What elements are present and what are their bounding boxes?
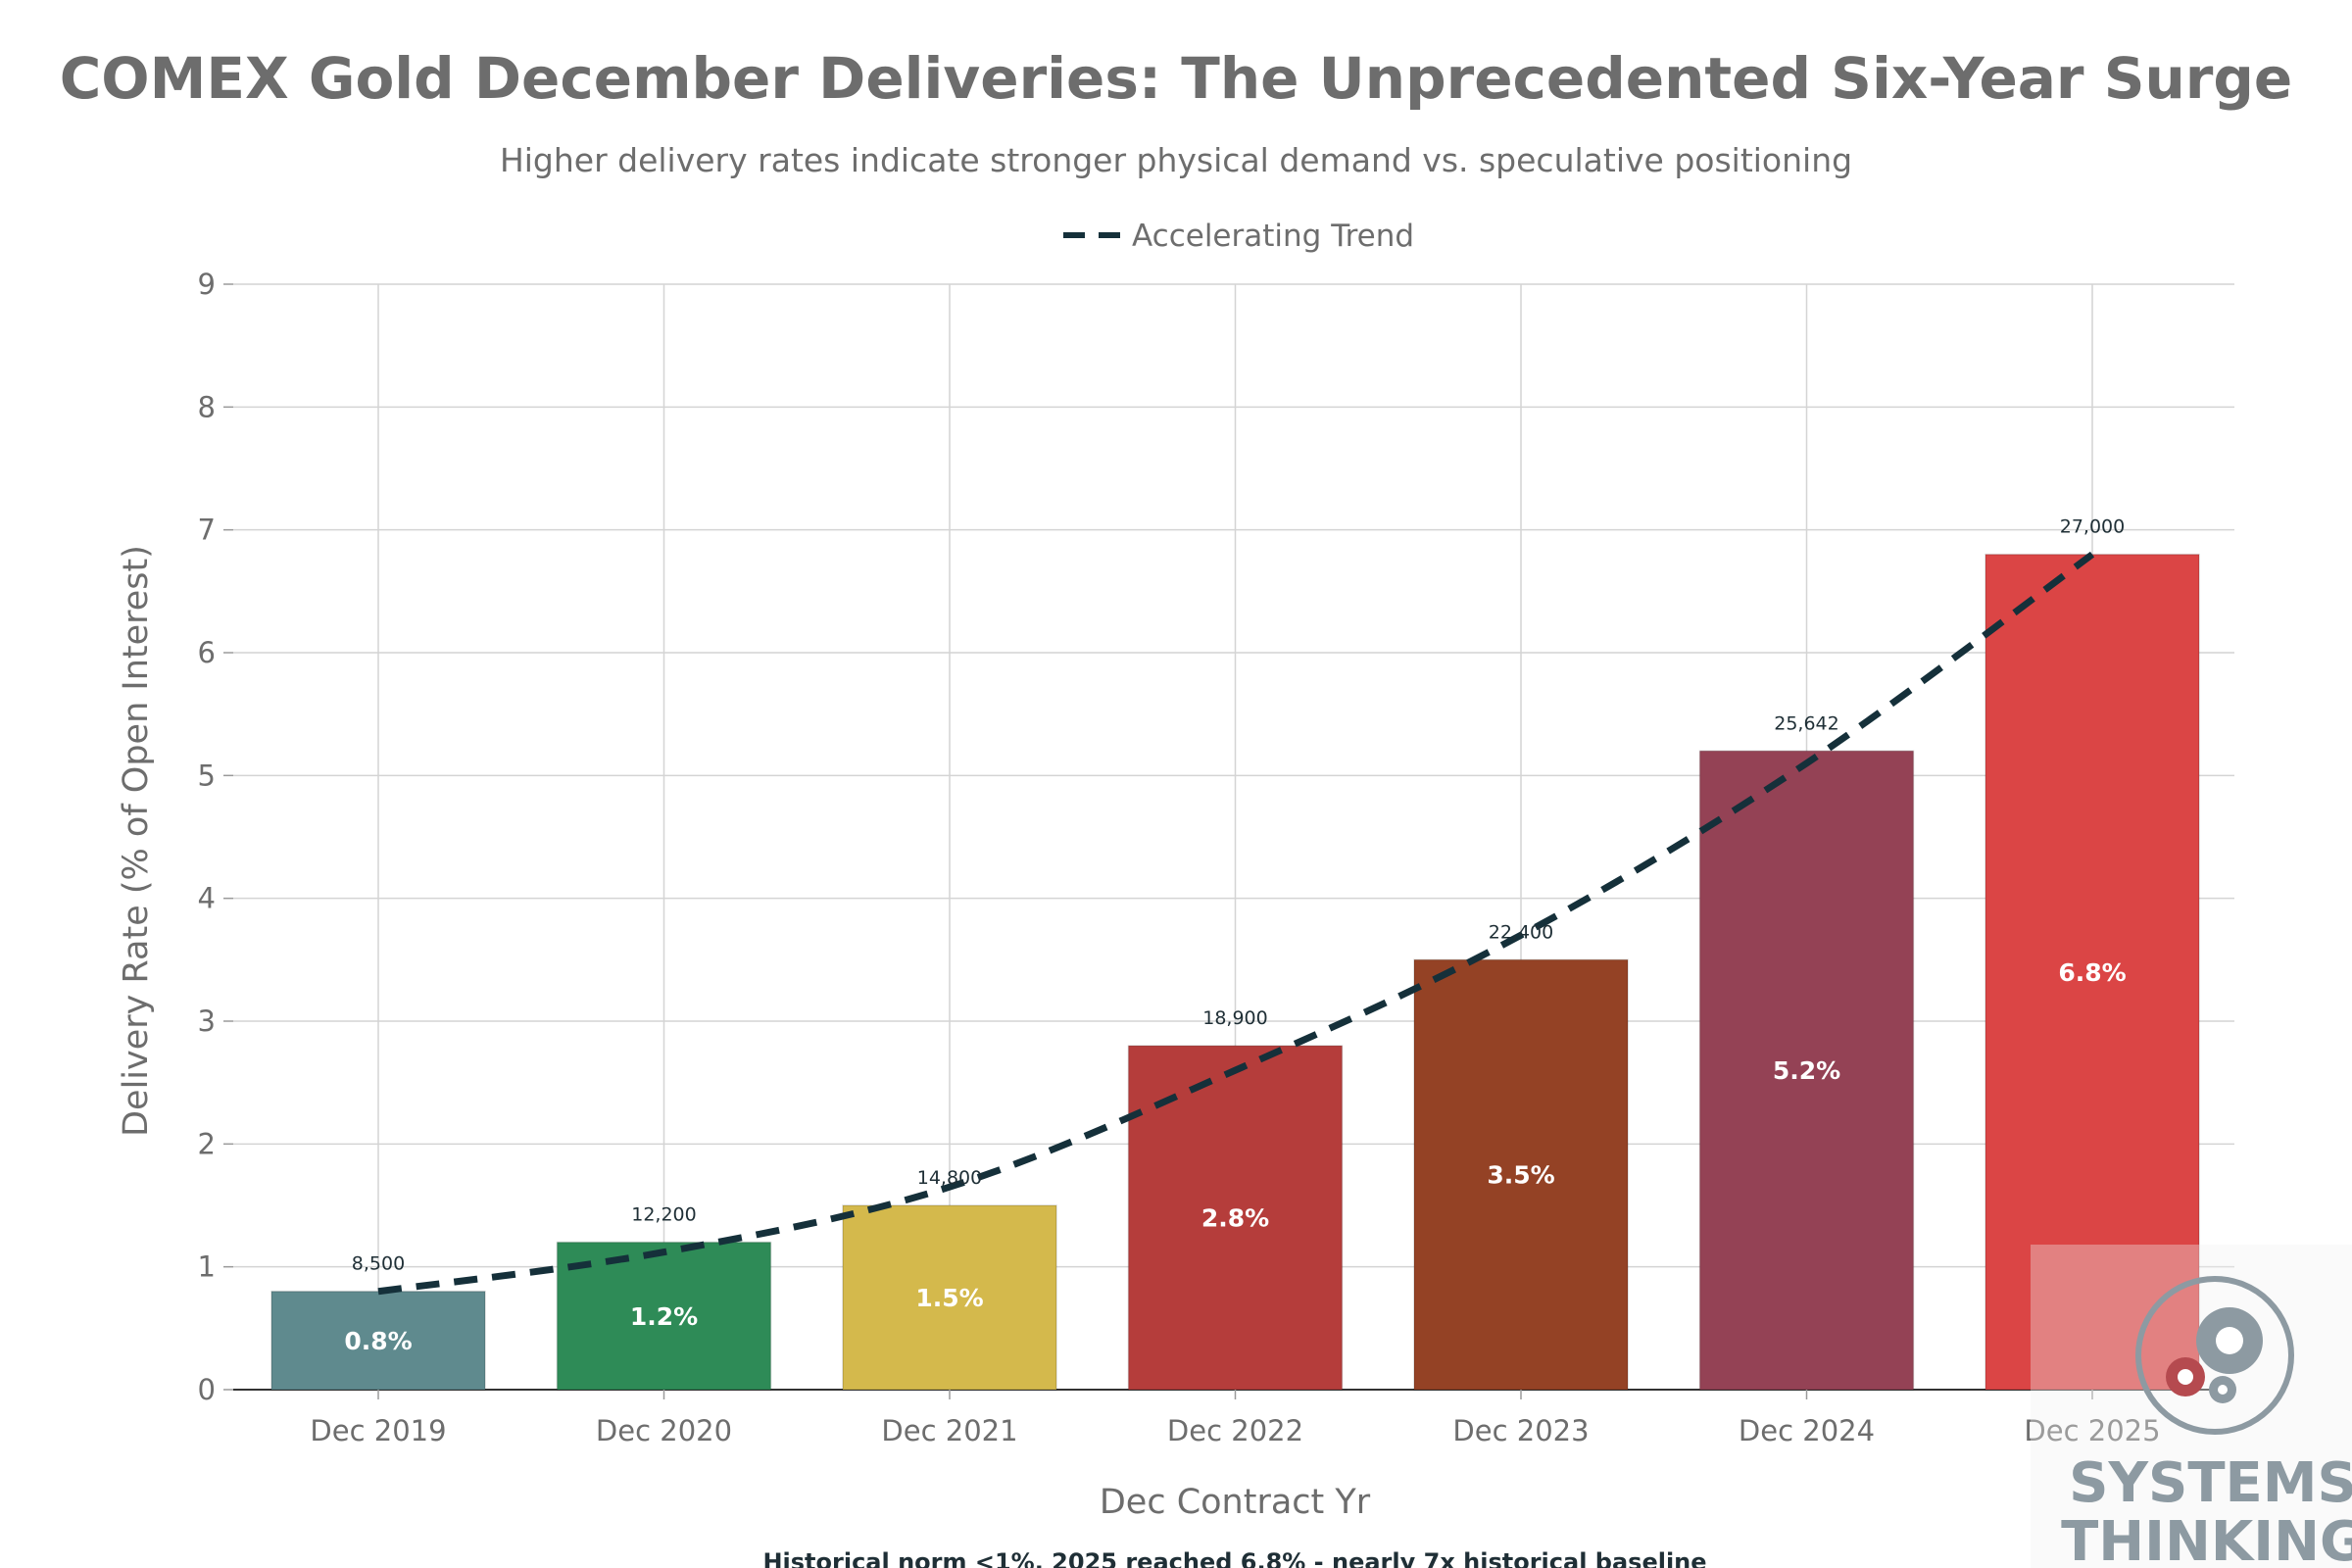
y-tick-label: 4 [198, 882, 216, 915]
gears-icon [2135, 1276, 2294, 1435]
bar [1413, 958, 1629, 1391]
count-labels: 8,500 12,200 14,800 18,900 22,400 25,642 27,00… [352, 516, 2125, 1275]
x-axis: Dec 2019 Dec 2020 Dec 2021 Dec 2022 Dec 2023… [310, 1390, 2161, 1447]
bar-count-label: 22,400 [1489, 921, 1553, 943]
bar [1698, 750, 1915, 1391]
y-tick-label: 6 [198, 636, 216, 669]
watermark-line2: THINKING [2061, 1510, 2352, 1568]
y-tick-label: 2 [198, 1127, 216, 1160]
bar-count-label: 27,000 [2060, 516, 2125, 538]
chart-title: COMEX Gold December Deliveries: The Unpr… [60, 45, 2293, 112]
chart-subtitle: Higher delivery rates indicate stronger … [500, 141, 1852, 179]
watermark-line1: SYSTEMS [2069, 1451, 2352, 1515]
bar-count-label: 8,500 [352, 1253, 405, 1275]
legend: Accelerating Trend [1063, 219, 1414, 254]
x-tick-label: Dec 2024 [1739, 1414, 1875, 1447]
x-tick-label: Dec 2020 [596, 1414, 732, 1447]
bar [842, 1204, 1057, 1391]
y-axis: 0 1 2 3 4 5 6 7 8 9 [198, 268, 233, 1406]
bar-value-label: 2.8% [1201, 1204, 1269, 1233]
x-tick-label: Dec 2025 [2024, 1414, 2160, 1447]
y-tick-label: 7 [198, 514, 216, 547]
watermark: SYSTEMS THINKING [2031, 1245, 2352, 1568]
x-tick-label: Dec 2019 [310, 1414, 446, 1447]
bar-value-label: 0.8% [344, 1327, 412, 1355]
bars: 0.8% 1.2% 1.5% 2.8% 3.5% 5.2% 6.8% [270, 553, 2200, 1391]
bar-value-label: 3.5% [1487, 1161, 1554, 1190]
bar-value-label: 1.2% [630, 1302, 698, 1331]
trend-line [377, 551, 2095, 1296]
y-tick-label: 9 [198, 268, 216, 301]
bar-count-label: 18,900 [1202, 1007, 1267, 1029]
x-tick-label: Dec 2023 [1452, 1414, 1589, 1447]
footnote: Historical norm <1%, 2025 reached 6.8% -… [762, 1548, 1706, 1568]
legend-label-trend: Accelerating Trend [1132, 219, 1414, 254]
bar [1984, 553, 2200, 1391]
x-axis-title: Dec Contract Yr [1100, 1483, 1371, 1522]
y-axis-title: Delivery Rate (% of Open Interest) [117, 545, 156, 1137]
y-tick-label: 1 [198, 1250, 216, 1284]
bar [556, 1241, 772, 1391]
watermark-panel [2031, 1245, 2352, 1568]
y-tick-label: 5 [198, 759, 216, 792]
bar-count-label: 12,200 [631, 1204, 696, 1226]
bar-value-label: 1.5% [915, 1284, 983, 1312]
bar-value-label: 5.2% [1773, 1056, 1840, 1085]
bar [270, 1290, 486, 1391]
y-tick-label: 0 [198, 1373, 216, 1406]
x-tick-label: Dec 2022 [1167, 1414, 1303, 1447]
bar-value-label: 6.8% [2058, 958, 2126, 987]
bar-count-label: 14,800 [917, 1167, 982, 1189]
y-tick-label: 3 [198, 1004, 216, 1038]
bar-count-label: 25,642 [1774, 712, 1838, 734]
y-tick-label: 8 [198, 390, 216, 423]
x-tick-label: Dec 2021 [881, 1414, 1017, 1447]
